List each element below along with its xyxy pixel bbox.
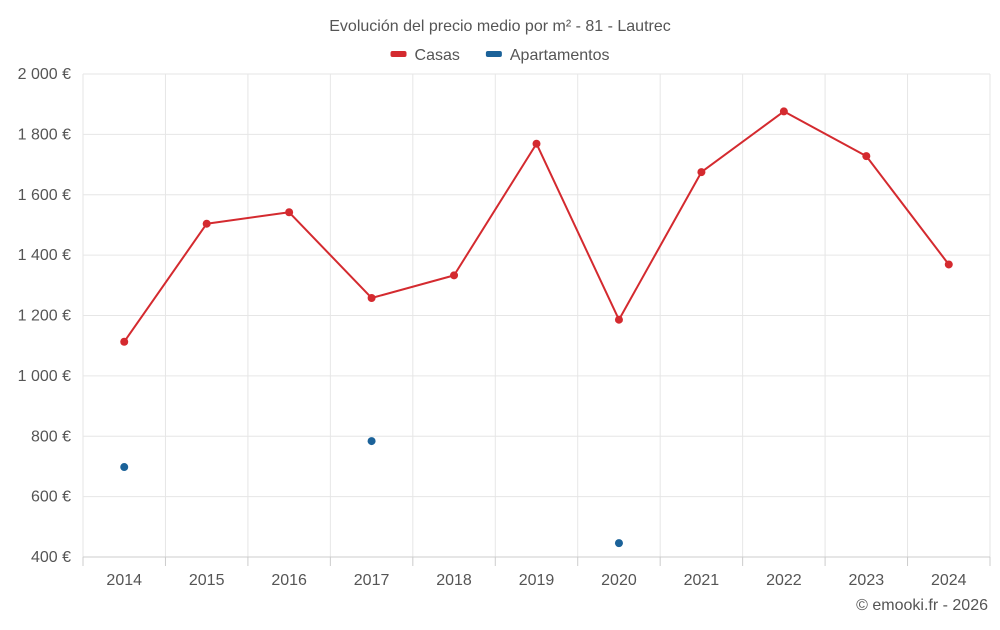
data-point-apartamentos-2020 <box>614 539 623 548</box>
data-point-casas-2021 <box>697 168 706 177</box>
chart-legend: Casas Apartamentos <box>390 47 610 64</box>
x-tick-label: 2023 <box>849 572 885 589</box>
y-tick-label: 800 € <box>31 428 71 445</box>
data-point-casas-2020 <box>614 315 623 324</box>
x-tick-label: 2021 <box>684 572 720 589</box>
y-tick-label: 600 € <box>31 489 71 506</box>
x-tick-label: 2017 <box>354 572 390 589</box>
y-tick-label: 1 000 € <box>18 368 71 385</box>
y-tick-label: 2 000 € <box>18 66 71 83</box>
data-point-apartamentos-2017 <box>367 437 376 446</box>
series-apartamentos <box>120 437 623 548</box>
x-tick-label: 2022 <box>766 572 802 589</box>
grid-lines <box>82 73 991 558</box>
data-point-casas-2023 <box>862 152 871 161</box>
x-tick-label: 2015 <box>189 572 225 589</box>
data-point-casas-2019 <box>532 139 541 148</box>
data-point-apartamentos-2014 <box>120 463 129 472</box>
series-layer <box>120 107 953 548</box>
x-tick-label: 2014 <box>106 572 142 589</box>
data-point-casas-2024 <box>944 260 953 269</box>
axes: 400 € 600 € 800 € 1 000 € 1 200 € 1 400 € 1 60… <box>18 66 991 589</box>
legend-swatch-casas <box>390 51 407 57</box>
x-tick-label: 2020 <box>601 572 637 589</box>
y-tick-label: 1 200 € <box>18 308 71 325</box>
data-point-casas-2017 <box>367 293 376 302</box>
legend-label-apartamentos: Apartamentos <box>510 47 610 64</box>
credits-text[interactable]: © emooki.fr - 2026 <box>856 597 988 614</box>
data-point-casas-2014 <box>120 337 129 346</box>
data-point-casas-2016 <box>285 208 294 217</box>
chart-title: Evolución del precio medio por m² - 81 -… <box>329 18 671 35</box>
x-tick-label: 2016 <box>271 572 307 589</box>
y-tick-label: 1 400 € <box>18 247 71 264</box>
legend-label-casas: Casas <box>415 47 460 64</box>
y-tick-label: 400 € <box>31 549 71 566</box>
y-tick-label: 1 600 € <box>18 187 71 204</box>
data-point-casas-2015 <box>202 219 211 228</box>
series-casas <box>120 107 953 346</box>
legend-swatch-apartamentos <box>485 51 502 57</box>
y-tick-label: 1 800 € <box>18 126 71 143</box>
data-point-casas-2018 <box>450 271 459 280</box>
x-tick-label: 2019 <box>519 572 555 589</box>
legend-item-casas[interactable]: Casas <box>390 47 460 64</box>
legend-item-apartamentos[interactable]: Apartamentos <box>485 47 610 64</box>
x-tick-label: 2018 <box>436 572 472 589</box>
x-tick-label: 2024 <box>931 572 967 589</box>
data-point-casas-2022 <box>779 107 788 116</box>
